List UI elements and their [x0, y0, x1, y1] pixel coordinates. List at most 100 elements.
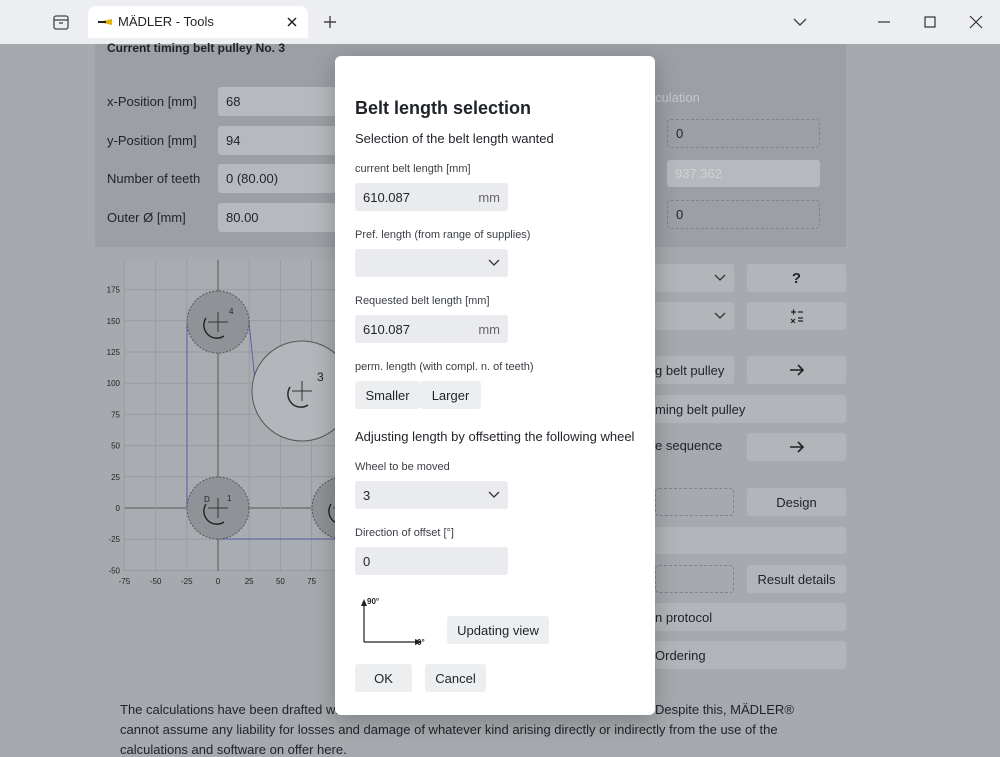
field-label: Outer Ø [mm] [107, 210, 186, 225]
pulley-center [208, 498, 228, 518]
wheel-select[interactable]: 3 [355, 481, 508, 509]
axis-label: 90° [367, 597, 380, 606]
value-input[interactable]: 0 [667, 119, 820, 148]
field-input[interactable]: 68 [218, 87, 348, 116]
x-tick-label: -75 [119, 577, 131, 586]
select[interactable] [655, 264, 734, 292]
rotation-arrow [203, 317, 225, 339]
minimize-icon[interactable] [876, 14, 892, 30]
field-input[interactable]: 80.00 [218, 203, 348, 232]
rotation-arrow [203, 503, 225, 525]
field-label: current belt length [mm] [355, 163, 471, 175]
x-tick-label: 25 [245, 577, 254, 586]
input-value: 610.087 [363, 189, 410, 205]
tab-actions-icon[interactable] [52, 13, 70, 31]
value-input[interactable]: 0 [667, 200, 820, 229]
tab-list-icon[interactable] [792, 15, 808, 29]
design-button[interactable]: Design [747, 488, 846, 516]
chevron [714, 274, 726, 281]
disclaimer-text: cannot assume any liability for losses a… [120, 722, 778, 737]
disclaimer-text: Despite this, MÄDLER® [655, 702, 794, 717]
chevron [488, 491, 500, 498]
chevron [714, 312, 726, 319]
section-heading: Adjusting length by offsetting the follo… [355, 429, 635, 444]
direction-axes-icon [361, 599, 422, 645]
help-button[interactable]: ? [747, 264, 846, 292]
arrow-icon [789, 364, 804, 376]
y-tick-label: 175 [107, 286, 121, 295]
arrow-icon [789, 441, 804, 453]
direction-input[interactable]: 0 [355, 547, 508, 575]
ok-button[interactable]: OK [355, 664, 412, 692]
field-input[interactable]: 0 (80.00) [218, 164, 348, 193]
title-bar: MÄDLER - Tools [0, 0, 1000, 44]
y-tick-label: 75 [111, 410, 120, 419]
disclaimer-text: The calculations have been drafted wi [120, 702, 339, 717]
y-tick-label: 125 [107, 348, 121, 357]
calculation-label: culation [655, 90, 700, 105]
y-tick-label: 50 [111, 442, 120, 451]
field-input[interactable]: 94 [218, 126, 348, 155]
pulley-center [208, 312, 228, 332]
calculator-button[interactable] [747, 302, 846, 330]
panel-title: Current timing belt pulley No. 3 [107, 41, 286, 55]
chevron [488, 259, 500, 266]
maximize-icon[interactable] [922, 14, 938, 30]
update-view-button[interactable]: Updating view [447, 616, 549, 644]
new-tab-icon[interactable] [322, 14, 338, 30]
pref-length-select[interactable] [355, 249, 508, 277]
select[interactable] [655, 302, 734, 330]
belt [186, 321, 335, 540]
rotation-arrow [287, 386, 309, 408]
pulley-row[interactable]: ming belt pulley [655, 395, 846, 423]
cancel-button[interactable]: Cancel [425, 664, 486, 692]
x-tick-label: 75 [307, 577, 316, 586]
sequence-label: e sequence [655, 438, 723, 453]
larger-button[interactable]: Larger [420, 381, 481, 409]
input-value: 610.087 [363, 321, 410, 337]
pulley-label: D [204, 495, 210, 504]
field-label: Requested belt length [mm] [355, 295, 490, 307]
y-tick-label: 25 [111, 473, 120, 482]
x-tick-label: -50 [150, 577, 162, 586]
arrow-button[interactable] [747, 356, 846, 384]
calculator-icon [790, 309, 803, 323]
pulley-label: 4 [229, 307, 234, 316]
tab-favicon [98, 19, 112, 25]
x-tick-label: 50 [276, 577, 285, 586]
arrow-button[interactable] [747, 433, 846, 461]
select-value: 3 [363, 487, 371, 503]
field-label: x-Position [mm] [107, 94, 197, 109]
current-length-input: 610.087 mm [355, 183, 508, 211]
ordering-row[interactable]: Ordering [655, 641, 846, 669]
pulley-center [292, 381, 312, 401]
empty-input[interactable] [655, 565, 734, 593]
pulley-label: 3 [317, 370, 324, 384]
tab-title: MÄDLER - Tools [118, 14, 214, 29]
empty-input[interactable] [655, 488, 734, 516]
rotation-arrow [328, 503, 335, 523]
tab-close-icon[interactable] [286, 16, 298, 28]
browser-tab[interactable]: MÄDLER - Tools [88, 6, 308, 38]
y-tick-label: 100 [107, 379, 121, 388]
axis-label: 0° [417, 638, 425, 647]
dialog-subtitle: Selection of the belt length wanted [355, 131, 554, 146]
pulley-button[interactable]: g belt pulley [655, 356, 734, 384]
close-icon[interactable] [968, 14, 984, 30]
field-label: Direction of offset [°] [355, 527, 454, 539]
x-tick-label: 0 [216, 577, 221, 586]
result-button[interactable]: Result details [747, 565, 846, 593]
field-label: Pref. length (from range of supplies) [355, 229, 531, 241]
pulley [311, 477, 335, 539]
protocol-row[interactable]: n protocol [655, 603, 846, 631]
field-label: Number of teeth [107, 171, 201, 186]
y-tick-label: -50 [108, 566, 120, 575]
field-label: Wheel to be moved [355, 461, 450, 473]
dialog-title: Belt length selection [355, 98, 532, 118]
requested-length-input[interactable]: 610.087 mm [355, 315, 508, 343]
smaller-button[interactable]: Smaller [355, 381, 420, 409]
value-input: 937.362 [667, 160, 820, 187]
input-unit: mm [478, 321, 500, 337]
y-tick-label: 0 [116, 504, 121, 513]
